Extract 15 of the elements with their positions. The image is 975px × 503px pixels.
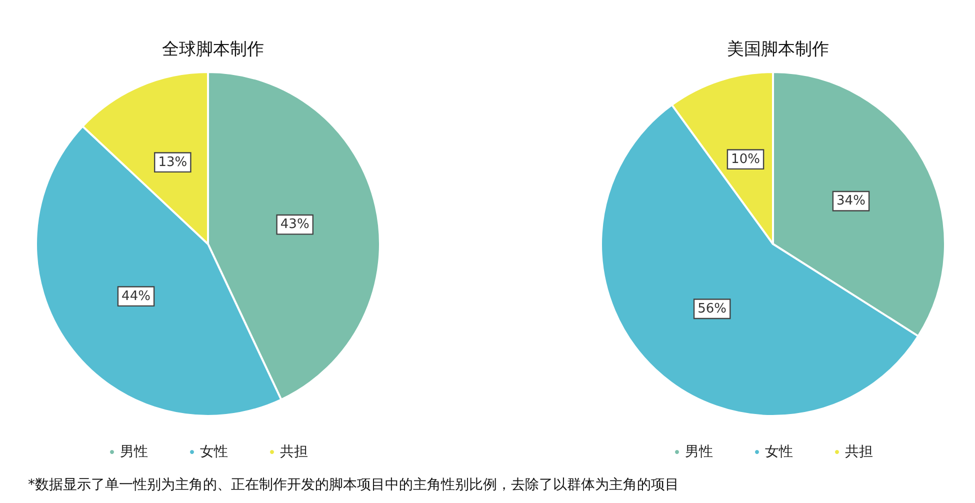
legend-label: 男性 [120, 444, 148, 460]
data-label: 34% [836, 194, 866, 209]
text: *数据显示了单一性别为主角的、正在制作开发的脚本项目中的主角性别比例，去除了以群体为主角的项目 [28, 476, 679, 494]
chart-title: 美国脚本制作 [727, 40, 829, 60]
data-label: 43% [280, 217, 310, 232]
data-label: 13% [158, 154, 188, 170]
data-label: 56% [698, 301, 727, 316]
chart-title: 全球脚本制作 [162, 40, 264, 60]
legend-label: 女性 [765, 444, 793, 460]
data-label: 44% [122, 288, 150, 304]
legend-label: 共担 [280, 444, 308, 460]
legend-label: 共担 [845, 444, 873, 460]
legend-label: 女性 [200, 444, 228, 460]
legend-label: 男性 [685, 444, 713, 460]
data-label: 10% [731, 152, 760, 167]
